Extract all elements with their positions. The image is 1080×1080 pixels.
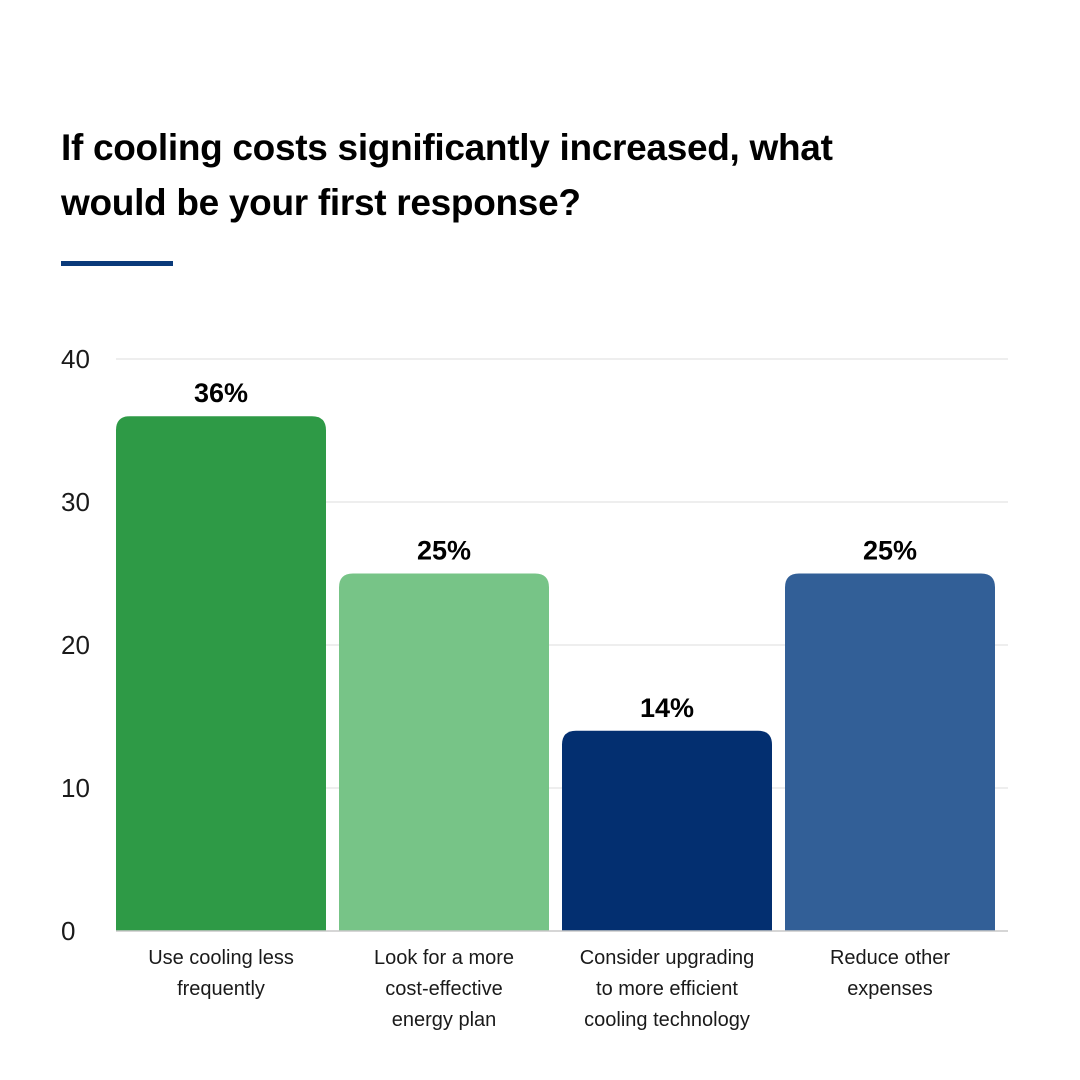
category-label-line: Look for a more [374,947,514,969]
category-label-line: expenses [847,978,933,1000]
bar [116,416,326,931]
y-tick-label: 10 [61,773,90,803]
category-label-line: cooling technology [584,1009,750,1031]
category-label-line: Use cooling less [148,947,294,969]
category-label: Consider upgrading to more efficient cooli… [580,947,755,1031]
bar [562,730,772,931]
y-tick-label: 30 [61,487,90,517]
data-label: 14% [640,693,694,723]
chart-title: If cooling costs significantly increased… [61,120,961,230]
chart-title-line-1: If cooling costs significantly increased… [61,127,833,168]
y-tick-label: 0 [61,916,75,946]
category-label-line: cost-effective [385,978,502,1000]
labels: 0 10 20 30 40 36% Use cooling less frequently 25… [61,344,950,1031]
data-label: 36% [194,378,248,408]
category-label-line: to more efficient [596,978,738,1000]
title-accent-rule [61,261,173,266]
data-label: 25% [417,536,471,566]
bar [785,573,995,931]
bars [116,416,995,931]
category-label-line: frequently [177,978,265,1000]
y-tick-label: 40 [61,344,90,374]
category-label: Reduce other expenses [830,947,950,1000]
category-label: Use cooling less frequently [148,947,294,1000]
bar [339,573,549,931]
category-label: Look for a more cost-effective energy plan [374,947,514,1031]
category-label-line: Consider upgrading [580,947,755,969]
category-label-line: energy plan [392,1009,497,1031]
y-tick-label: 20 [61,630,90,660]
category-label-line: Reduce other [830,947,950,969]
chart-title-line-2: would be your first response? [61,182,581,223]
data-label: 25% [863,536,917,566]
